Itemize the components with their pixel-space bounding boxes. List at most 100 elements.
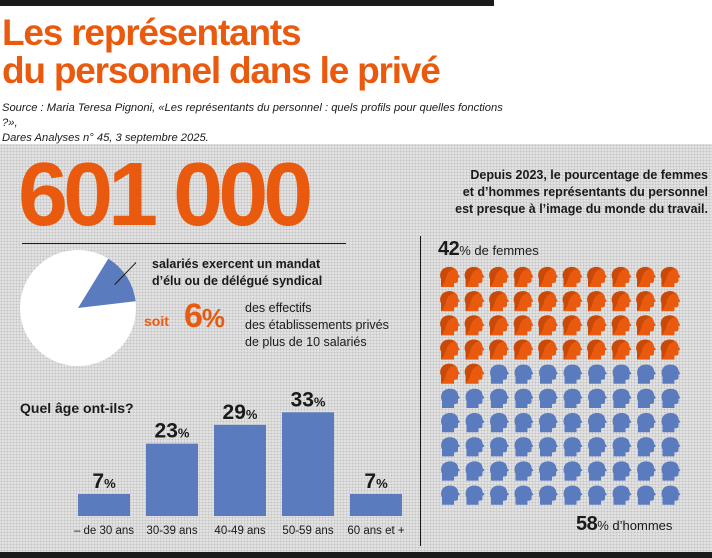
man-icon [612, 485, 632, 505]
man-icon [661, 485, 681, 505]
man-icon [612, 437, 632, 457]
woman-icon [636, 315, 656, 336]
man-icon [661, 461, 681, 481]
woman-icon [562, 339, 583, 360]
man-icon [490, 413, 509, 433]
pie-pointer-line [114, 261, 136, 285]
man-icon [514, 413, 534, 433]
woman-icon [489, 339, 509, 360]
man-icon [661, 364, 681, 384]
age-bar-value-1: 23% [155, 420, 190, 443]
share-pie-chart [20, 250, 136, 366]
woman-icon [464, 339, 485, 360]
age-bar-value-3: 33% [291, 388, 326, 411]
women-share-label: 42% de femmes [438, 238, 539, 261]
age-bar-3 [282, 412, 334, 516]
woman-icon [660, 315, 681, 336]
share-percent-symbol: % [201, 303, 225, 333]
man-icon [588, 485, 607, 505]
man-icon [637, 388, 656, 408]
man-icon [539, 437, 558, 457]
effectifs-line-3: de plus de 10 salariés [245, 335, 367, 349]
gender-intro: Depuis 2023, le pourcentage de femmes et… [424, 167, 708, 218]
woman-icon [513, 339, 534, 360]
man-icon [563, 364, 583, 384]
woman-icon [464, 291, 485, 312]
woman-icon [562, 266, 583, 287]
man-icon [612, 461, 632, 481]
man-icon [441, 388, 460, 408]
age-bar-1 [146, 443, 198, 516]
woman-icon [489, 291, 509, 312]
age-bar-2 [214, 424, 266, 516]
man-icon [637, 413, 656, 433]
woman-icon [440, 266, 460, 287]
man-icon [490, 461, 509, 481]
man-icon [539, 364, 558, 384]
woman-icon [636, 291, 656, 312]
man-icon [588, 388, 607, 408]
title-line-1: Les représentants [2, 12, 302, 53]
woman-icon [611, 315, 632, 336]
man-icon [563, 461, 583, 481]
gender-intro-line-2: et d’hommes représentants du personnel [462, 185, 708, 199]
woman-icon [489, 266, 509, 287]
gender-intro-line-1: Depuis 2023, le pourcentage de femmes [470, 168, 708, 182]
woman-icon [513, 266, 534, 287]
man-icon [490, 388, 509, 408]
age-chart-title: Quel âge ont-ils? [20, 400, 134, 416]
woman-icon [660, 339, 681, 360]
man-icon [612, 364, 632, 384]
page-title: Les représentants du personnel dans le p… [2, 14, 522, 90]
woman-icon [440, 315, 460, 336]
age-bar-0 [78, 494, 130, 516]
source-line-2: Dares Analyses n° 45, 3 septembre 2025. [2, 132, 209, 144]
man-icon [539, 388, 558, 408]
men-percent-value: 58 [576, 513, 598, 535]
woman-icon [587, 291, 607, 312]
mandat-text: salariés exercent un mandat d’élu ou de … [152, 256, 392, 290]
woman-icon [464, 266, 485, 287]
woman-icon [464, 363, 485, 384]
man-icon [465, 388, 485, 408]
man-icon [563, 413, 583, 433]
man-icon [441, 485, 460, 505]
mandat-line-1: salariés exercent un mandat [152, 257, 321, 271]
man-icon [563, 437, 583, 457]
woman-icon [636, 266, 656, 287]
woman-icon [587, 266, 607, 287]
man-icon [514, 461, 534, 481]
man-icon [490, 364, 509, 384]
effectifs-line-2: des établissements privés [245, 318, 389, 332]
woman-icon [538, 315, 558, 336]
share-number: 6 [184, 297, 203, 335]
woman-icon [611, 291, 632, 312]
man-icon [612, 413, 632, 433]
effectifs-text: des effectifs des établissements privés … [245, 300, 425, 351]
woman-icon [513, 291, 534, 312]
mandat-line-2: d’élu ou de délégué syndical [152, 274, 323, 288]
men-share-label: 58% d’hommes [576, 513, 672, 536]
headline-divider [22, 243, 346, 244]
man-icon [539, 461, 558, 481]
woman-icon [440, 363, 460, 384]
man-icon [490, 437, 509, 457]
man-icon [465, 485, 485, 505]
woman-icon [538, 266, 558, 287]
man-icon [490, 485, 509, 505]
man-icon [514, 364, 534, 384]
gender-intro-line-3: est presque à l’image du monde du travai… [455, 202, 708, 216]
woman-icon [587, 339, 607, 360]
share-percent-value: 6% [184, 296, 225, 338]
age-category-label-3: 50-59 ans [282, 525, 333, 537]
man-icon [441, 437, 460, 457]
woman-icon [440, 339, 460, 360]
woman-icon [562, 315, 583, 336]
woman-icon [587, 315, 607, 336]
woman-icon [538, 339, 558, 360]
headline-number: 601 000 [18, 145, 313, 245]
man-icon [441, 413, 460, 433]
man-icon [514, 437, 534, 457]
man-icon [563, 485, 583, 505]
